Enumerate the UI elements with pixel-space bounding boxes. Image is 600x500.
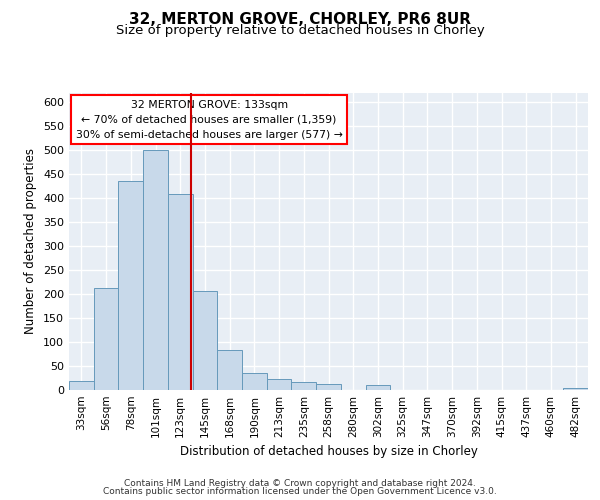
Bar [267, 380, 292, 390]
Y-axis label: Number of detached properties: Number of detached properties [25, 148, 37, 334]
Bar [365, 385, 390, 390]
Text: Size of property relative to detached houses in Chorley: Size of property relative to detached ho… [116, 24, 484, 37]
Bar [143, 150, 168, 390]
Bar [118, 182, 143, 390]
Text: 32 MERTON GROVE: 133sqm
← 70% of detached houses are smaller (1,359)
30% of semi: 32 MERTON GROVE: 133sqm ← 70% of detache… [76, 100, 343, 140]
Bar [168, 194, 193, 390]
Text: Contains HM Land Registry data © Crown copyright and database right 2024.: Contains HM Land Registry data © Crown c… [124, 478, 476, 488]
Bar [193, 290, 217, 390]
Bar [563, 388, 588, 390]
Bar [217, 350, 242, 390]
Bar [69, 382, 94, 390]
Bar [316, 384, 341, 390]
Bar [94, 288, 118, 390]
Bar [242, 372, 267, 390]
X-axis label: Distribution of detached houses by size in Chorley: Distribution of detached houses by size … [179, 446, 478, 458]
Text: 32, MERTON GROVE, CHORLEY, PR6 8UR: 32, MERTON GROVE, CHORLEY, PR6 8UR [129, 12, 471, 28]
Text: Contains public sector information licensed under the Open Government Licence v3: Contains public sector information licen… [103, 487, 497, 496]
Bar [292, 382, 316, 390]
